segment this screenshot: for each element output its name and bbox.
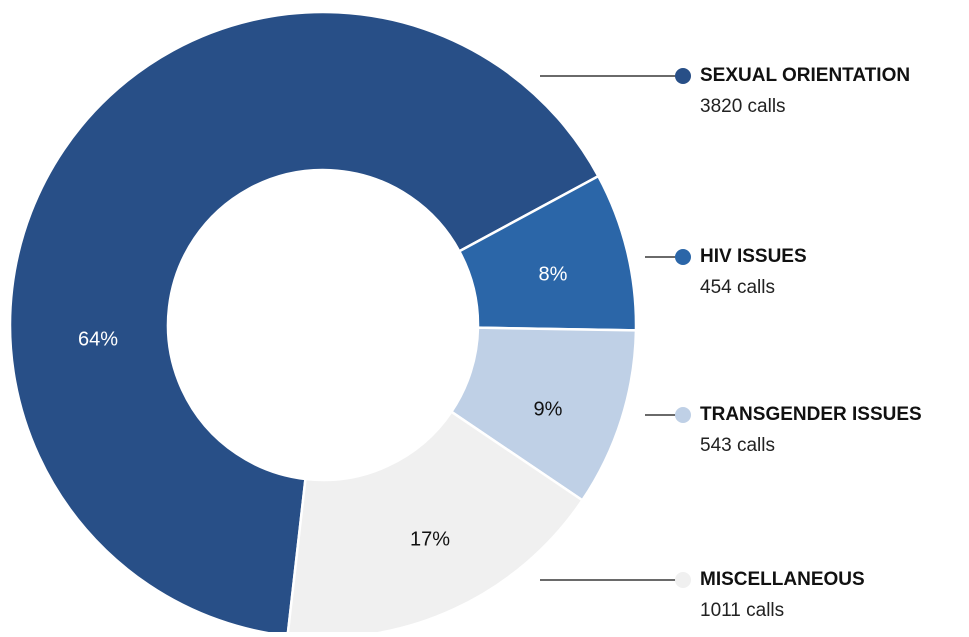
legend-dot bbox=[675, 249, 691, 265]
slice-label: 8% bbox=[539, 263, 568, 285]
donut-slice bbox=[8, 10, 601, 637]
slice-label: 9% bbox=[534, 398, 563, 420]
legend-detail: 1011 calls bbox=[700, 600, 784, 621]
legend-title: HIV ISSUES bbox=[700, 246, 807, 267]
legend-detail: 454 calls bbox=[700, 277, 775, 298]
legend-dot bbox=[675, 407, 691, 423]
legend-detail: 3820 calls bbox=[700, 96, 786, 117]
slice-label: 17% bbox=[410, 528, 450, 550]
legend-dot bbox=[675, 572, 691, 588]
slice-label: 64% bbox=[78, 328, 118, 350]
legend-detail: 543 calls bbox=[700, 435, 775, 456]
legend-title: TRANSGENDER ISSUES bbox=[700, 404, 922, 425]
donut-slice bbox=[286, 410, 585, 637]
legend-title: SEXUAL ORIENTATION bbox=[700, 65, 910, 86]
legend-dot bbox=[675, 68, 691, 84]
legend-title: MISCELLANEOUS bbox=[700, 569, 865, 590]
